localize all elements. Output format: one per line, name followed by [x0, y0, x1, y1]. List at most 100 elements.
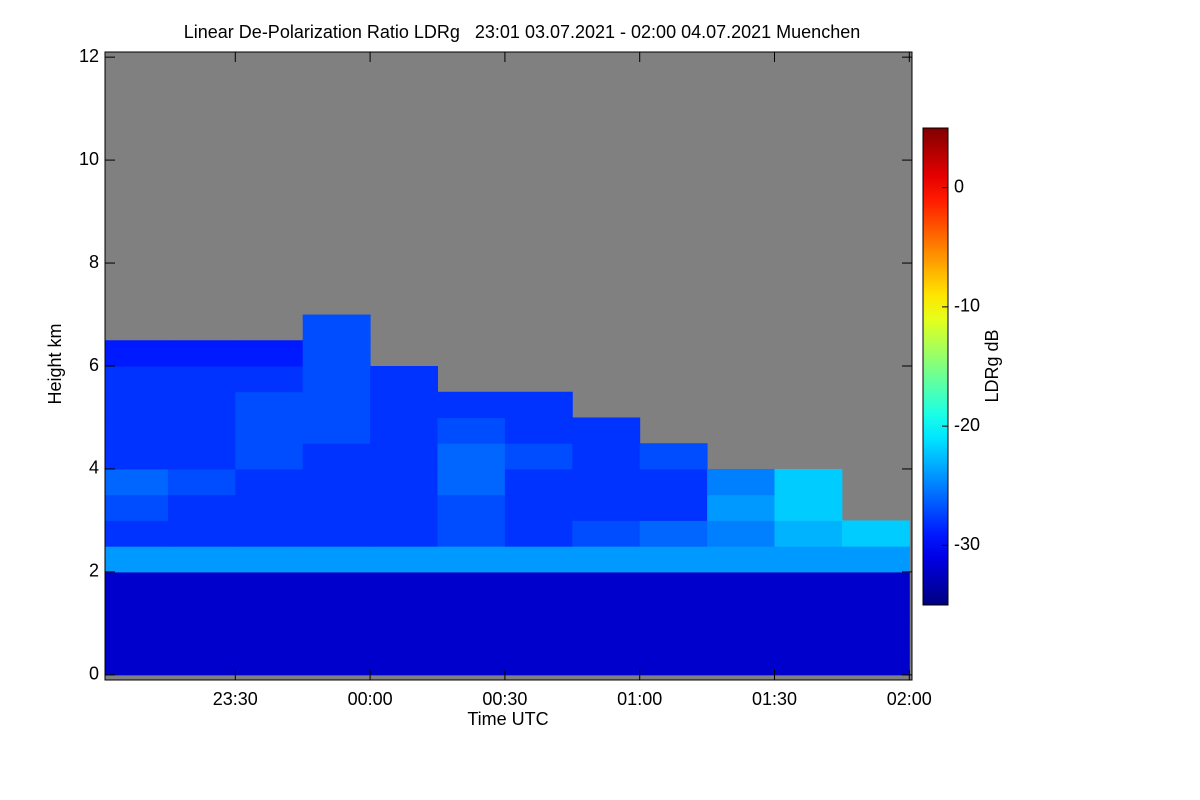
- heat-cell: [572, 443, 641, 470]
- heat-cell: [707, 597, 776, 624]
- heat-cell: [370, 443, 439, 470]
- heat-cell: [707, 494, 776, 521]
- colorbar-tick-label: -10: [954, 296, 980, 316]
- heat-cell: [302, 494, 371, 521]
- heat-cell: [437, 443, 506, 470]
- heat-cell: [235, 366, 304, 393]
- heat-cell: [639, 597, 708, 624]
- heat-cell: [167, 443, 236, 470]
- heat-cell: [105, 340, 169, 367]
- heat-cell: [370, 494, 439, 521]
- heat-cell: [437, 546, 506, 573]
- heat-cell: [572, 494, 641, 521]
- chart-title: Linear De-Polarization Ratio LDRg 23:01 …: [184, 22, 860, 42]
- colorbar-tick-label: 0: [954, 176, 964, 196]
- heat-cell: [302, 391, 371, 418]
- heat-cell: [774, 468, 843, 496]
- heat-cell: [437, 597, 506, 624]
- heat-cell: [707, 649, 776, 676]
- heat-cell: [105, 623, 169, 650]
- heat-cell: [370, 597, 439, 624]
- heat-cell: [707, 546, 776, 573]
- heat-cell: [302, 314, 371, 341]
- heat-cell: [504, 443, 573, 470]
- x-tick-label: 00:30: [482, 689, 527, 709]
- heat-cell: [504, 571, 573, 599]
- heat-cell: [302, 443, 371, 470]
- heat-cell: [167, 571, 236, 599]
- heat-cell: [235, 340, 304, 367]
- heat-cell: [437, 649, 506, 676]
- y-tick-label: 6: [89, 355, 99, 375]
- heat-cell: [841, 546, 910, 573]
- heat-cell: [105, 366, 169, 393]
- heat-cell: [235, 571, 304, 599]
- heat-cell: [572, 417, 641, 444]
- heat-cell: [235, 443, 304, 470]
- heat-cell: [370, 571, 439, 599]
- heat-cell: [235, 520, 304, 547]
- heat-cell: [105, 597, 169, 624]
- heat-cell: [437, 391, 506, 418]
- heat-cell: [437, 494, 506, 521]
- heat-cell: [707, 571, 776, 599]
- heat-cell: [302, 571, 371, 599]
- heat-cell: [302, 417, 371, 444]
- heat-cell: [774, 623, 843, 650]
- heat-cell: [302, 366, 371, 393]
- heat-cell: [105, 468, 169, 496]
- heat-cell: [572, 649, 641, 676]
- heat-cell: [639, 494, 708, 521]
- colorbar-label: LDRg dB: [982, 329, 1002, 402]
- y-tick-label: 4: [89, 458, 99, 478]
- heat-cell: [167, 366, 236, 393]
- heat-cell: [105, 649, 169, 676]
- heat-cell: [707, 520, 776, 547]
- heat-cell: [302, 597, 371, 624]
- x-tick-label: 00:00: [348, 689, 393, 709]
- heat-cell: [707, 623, 776, 650]
- heat-cell: [504, 417, 573, 444]
- heat-cell: [167, 546, 236, 573]
- heat-cell: [235, 623, 304, 650]
- heat-cell: [437, 468, 506, 496]
- heat-cell: [774, 494, 843, 521]
- heat-cell: [302, 468, 371, 496]
- heat-cell: [167, 494, 236, 521]
- heat-cell: [105, 571, 169, 599]
- heat-cell: [841, 597, 910, 624]
- heat-cell: [235, 597, 304, 624]
- heat-cell: [235, 649, 304, 676]
- x-tick-label: 02:00: [887, 689, 932, 709]
- heat-cell: [370, 468, 439, 496]
- heat-cell: [504, 623, 573, 650]
- heat-cell: [167, 597, 236, 624]
- heat-cell: [437, 417, 506, 444]
- heat-cell: [841, 520, 910, 547]
- x-axis-label: Time UTC: [467, 709, 548, 729]
- x-tick-label: 01:30: [752, 689, 797, 709]
- heat-cell: [167, 520, 236, 547]
- heat-cell: [167, 340, 236, 367]
- heat-cell: [437, 571, 506, 599]
- heat-cell: [167, 623, 236, 650]
- heat-cell: [707, 468, 776, 496]
- heat-cell: [504, 597, 573, 624]
- colorbar-tick-label: -20: [954, 415, 980, 435]
- heat-cell: [774, 649, 843, 676]
- heat-cell: [105, 546, 169, 573]
- heat-cell: [302, 649, 371, 676]
- heat-cell: [235, 417, 304, 444]
- heat-cell: [504, 546, 573, 573]
- heat-cell: [105, 520, 169, 547]
- heat-cell: [437, 520, 506, 547]
- heat-cell: [370, 623, 439, 650]
- heat-cell: [639, 520, 708, 547]
- heat-cell: [437, 623, 506, 650]
- heat-cell: [235, 391, 304, 418]
- heat-cell: [774, 546, 843, 573]
- heat-cell: [167, 468, 236, 496]
- y-tick-label: 0: [89, 664, 99, 684]
- colorbar-tick-label: -30: [954, 534, 980, 554]
